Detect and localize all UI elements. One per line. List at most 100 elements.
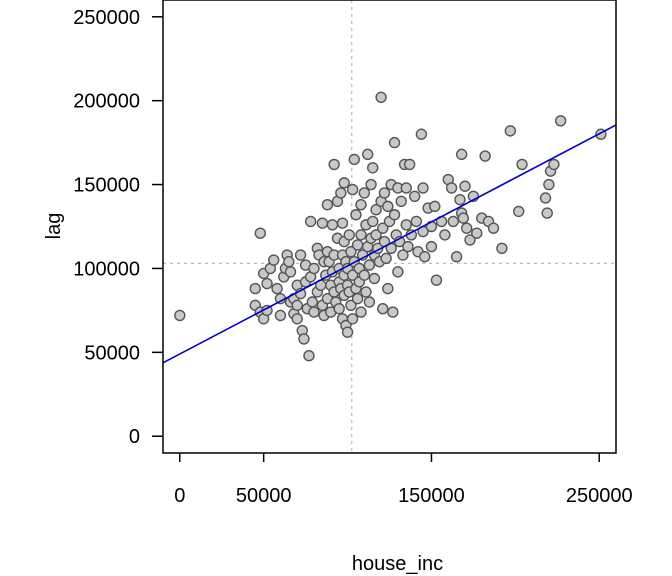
data-point (343, 229, 355, 241)
y-tick-label: 200000 (73, 91, 140, 113)
data-point (306, 296, 319, 308)
data-point (447, 215, 459, 228)
data-point (380, 252, 392, 265)
data-point (174, 309, 186, 322)
data-point (328, 158, 340, 171)
data-point (363, 296, 376, 308)
data-point (375, 91, 387, 104)
data-point (351, 239, 364, 251)
data-point (268, 254, 280, 266)
data-point (539, 192, 552, 204)
y-axis-title: lag (43, 213, 65, 240)
data-point (254, 227, 267, 239)
data-point (338, 177, 350, 189)
data-point (283, 256, 295, 268)
x-tick-label: 150000 (398, 485, 465, 507)
data-point (363, 259, 376, 271)
data-point (455, 148, 468, 161)
data-point (271, 282, 283, 295)
data-point (341, 326, 354, 338)
data-point (370, 204, 382, 216)
data-point (355, 198, 367, 211)
data-point (425, 240, 438, 253)
data-point (345, 299, 357, 312)
data-point (355, 229, 367, 241)
plot-frame (162, 0, 617, 454)
x-tick-label: 0 (174, 485, 185, 507)
data-point (377, 303, 389, 315)
data-point (365, 178, 377, 191)
data-point (368, 272, 381, 285)
x-axis-title: house_inc (352, 553, 443, 575)
data-point (457, 212, 470, 224)
data-point (479, 150, 491, 162)
data-point (348, 153, 360, 166)
data-point (294, 249, 307, 261)
data-point (382, 282, 394, 295)
data-point (496, 242, 508, 255)
data-point (249, 282, 261, 295)
data-point (261, 277, 273, 290)
data-point (397, 249, 409, 261)
y-tick-label: 100000 (73, 258, 140, 280)
data-point (430, 274, 443, 286)
data-point (350, 209, 362, 221)
data-point (402, 240, 414, 253)
data-point (419, 251, 431, 263)
data-point (454, 193, 466, 206)
data-point (358, 187, 371, 199)
data-point (543, 178, 555, 191)
data-point (554, 115, 567, 127)
data-point (459, 180, 471, 192)
data-point (445, 182, 458, 194)
data-point (333, 303, 345, 315)
data-point (377, 222, 389, 234)
data-point (358, 269, 371, 281)
data-point (351, 292, 364, 305)
data-point (291, 313, 303, 325)
data-point (335, 187, 347, 199)
data-point (429, 200, 441, 213)
data-point (516, 158, 528, 171)
data-point (392, 266, 404, 278)
data-point (400, 182, 412, 194)
reference-lines (163, 0, 616, 453)
data-point (336, 217, 349, 229)
data-point (355, 306, 367, 318)
data-point (408, 190, 421, 203)
data-point (548, 158, 560, 171)
data-point (504, 125, 516, 137)
data-point (400, 219, 412, 231)
regression-line (162, 124, 617, 364)
data-point (387, 306, 399, 318)
data-point (417, 182, 429, 194)
data-point (541, 207, 553, 219)
y-tick-label: 50000 (84, 342, 140, 364)
data-point (346, 269, 359, 281)
x-tick-label: 250000 (566, 485, 633, 507)
data-point (308, 306, 320, 318)
data-point (388, 209, 401, 221)
data-point (303, 349, 315, 362)
data-point (367, 215, 379, 228)
data-point (316, 217, 329, 229)
data-point (345, 245, 357, 258)
data-point (304, 215, 317, 228)
data-point (403, 158, 416, 171)
data-point (395, 195, 407, 208)
data-point (346, 313, 359, 325)
data-point (298, 333, 310, 345)
data-point (367, 162, 379, 174)
y-tick-label: 150000 (73, 175, 140, 197)
regression-line-group (162, 124, 617, 364)
x-tick-label: 50000 (236, 485, 292, 507)
data-point (382, 200, 394, 213)
data-point (346, 183, 359, 196)
y-tick-label: 0 (129, 426, 140, 448)
y-axis: 0 50000 100000 150000 200000 250000 (73, 7, 163, 448)
x-axis: 0 50000 150000 250000 (174, 453, 633, 507)
data-point (291, 299, 303, 312)
data-point (388, 136, 401, 149)
data-point (450, 251, 463, 263)
